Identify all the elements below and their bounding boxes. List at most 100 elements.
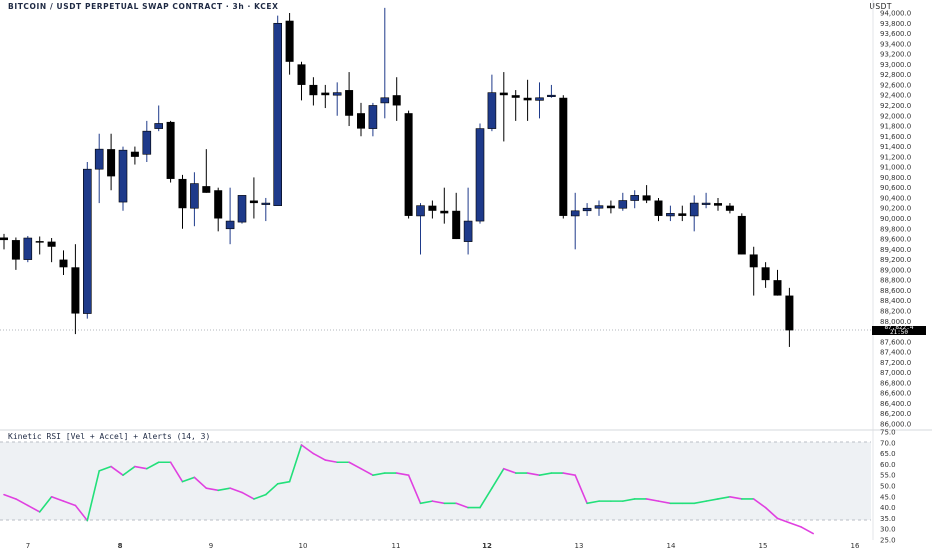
candle [452, 192, 461, 240]
candle-body [357, 113, 365, 129]
candle [404, 110, 413, 219]
candle-body [475, 128, 485, 222]
candle-body [59, 259, 68, 268]
candle-body [761, 267, 770, 281]
price-tick-label: 93,600.0 [880, 30, 911, 38]
candle [273, 15, 283, 206]
candle [154, 105, 163, 132]
candle [107, 133, 116, 191]
rsi-segment [776, 517, 791, 524]
price-tick-label: 89,200.0 [880, 256, 911, 264]
price-tick-label: 91,400.0 [880, 143, 911, 151]
candle [380, 7, 390, 119]
price-tick-label: 89,600.0 [880, 236, 911, 244]
candle [666, 205, 675, 222]
price-tick-label: 94,000.0 [880, 10, 911, 18]
rsi-segment [479, 487, 493, 509]
candle [332, 82, 342, 116]
candle [321, 84, 330, 109]
price-tick-label: 88,800.0 [880, 277, 911, 285]
time-tick-label: 16 [851, 542, 860, 550]
price-tick-label: 88,400.0 [880, 297, 911, 305]
candle [475, 123, 485, 224]
price-tick-label: 92,200.0 [880, 102, 911, 110]
candle-body [547, 94, 556, 97]
rsi-segment [657, 500, 672, 505]
candle [142, 120, 152, 162]
rsi-segment [693, 500, 707, 505]
price-tick-label: 86,600.0 [880, 390, 911, 398]
rsi-segment [764, 506, 779, 520]
candle [547, 84, 556, 98]
candle-body [440, 210, 449, 214]
rsi-segment [193, 476, 208, 489]
candle [678, 205, 687, 222]
candle-body [261, 202, 271, 205]
candle [714, 197, 722, 211]
price-tick-label: 90,400.0 [880, 194, 911, 202]
candle [654, 197, 663, 222]
candle-body [725, 205, 734, 211]
rsi-segment [502, 467, 517, 474]
time-tick-label: 15 [759, 542, 768, 550]
candle-body [321, 92, 330, 96]
candle-body [83, 168, 92, 314]
candle-body [773, 280, 782, 296]
rsi-segment [526, 472, 541, 477]
time-tick-label: 8 [118, 542, 123, 550]
rsi-tick-label: 30.0 [880, 526, 896, 534]
price-tick-label: 92,000.0 [880, 112, 911, 120]
rsi-segment [15, 498, 29, 507]
rsi-segment [134, 465, 148, 470]
price-axis[interactable]: 94,000.0 93,800.0 93,600.0 93,400.0 93,200.0… [880, 10, 911, 429]
candle [440, 187, 449, 224]
rsi-axis[interactable]: 75.0 70.0 65.0 60.0 55.0 50.0 45.0 40.0 35.0 30.0… [880, 429, 896, 545]
rsi-tick-label: 60.0 [880, 461, 896, 469]
price-tick-label: 89,400.0 [880, 246, 911, 254]
candle [368, 102, 378, 137]
price-tick-label: 88,200.0 [880, 307, 911, 315]
rsi-tick-label: 40.0 [880, 504, 896, 512]
time-axis[interactable]: 7 8 9 10 11 12 13 14 15 16 [26, 542, 860, 550]
rsi-tick-label: 75.0 [880, 429, 896, 437]
rsi-segment [324, 459, 339, 464]
candle [178, 174, 187, 229]
last-price-tag: 87,822.4 21:50 [872, 325, 926, 335]
rsi-tick-label: 70.0 [880, 439, 896, 447]
price-tick-label: 92,600.0 [880, 81, 911, 89]
candle-body [737, 215, 746, 255]
candle-body [678, 213, 687, 216]
rsi-segment [169, 461, 184, 483]
rsi-segment [3, 493, 17, 500]
candle [701, 192, 711, 209]
candle [130, 146, 139, 165]
price-tick-label: 86,400.0 [880, 400, 911, 408]
rsi-segment [621, 498, 636, 502]
price-tick-label: 93,800.0 [880, 20, 911, 28]
price-tick-label: 89,000.0 [880, 266, 911, 274]
candle [523, 79, 532, 121]
candle-body [618, 200, 628, 209]
rsi-indicator-title[interactable]: Kinetic RSI [Vel + Accel] + Alerts (14, … [8, 432, 211, 441]
candle-body [71, 267, 80, 314]
time-tick-label: 7 [26, 542, 30, 550]
rsi-segment [645, 498, 660, 502]
candle [737, 213, 746, 255]
rsi-segment [491, 467, 505, 489]
candle-body [35, 241, 44, 243]
candle [166, 120, 175, 183]
price-tick-label: 90,800.0 [880, 174, 911, 182]
candle [463, 187, 473, 255]
price-tick-label: 90,200.0 [880, 205, 911, 213]
price-tick-label: 91,800.0 [880, 123, 911, 131]
rsi-segment [86, 470, 100, 522]
candle-body [582, 207, 592, 212]
candle [618, 192, 628, 211]
candle-body [368, 105, 378, 129]
rsi-tick-label: 45.0 [880, 493, 896, 501]
rsi-segment [276, 480, 291, 485]
candle-body [701, 202, 711, 205]
price-tick-label: 86,200.0 [880, 410, 911, 418]
